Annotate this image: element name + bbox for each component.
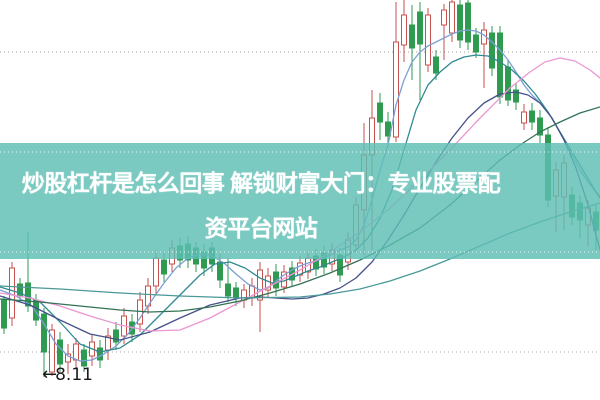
candle-up	[73, 343, 79, 361]
candle-up	[441, 9, 447, 26]
low-price-value: 8.11	[55, 365, 93, 385]
candle-down	[97, 347, 103, 361]
candle-down	[233, 287, 239, 299]
candle-down	[537, 117, 543, 136]
candle-up	[257, 269, 263, 301]
ma-line-ma20	[0, 91, 600, 341]
candle-down	[81, 349, 87, 367]
candle-down	[513, 89, 519, 103]
candle-down	[417, 11, 423, 45]
candle-down	[505, 66, 511, 101]
candle-up	[521, 111, 527, 124]
candle-down	[113, 329, 119, 343]
candle-down	[161, 259, 167, 275]
candle-down	[409, 24, 415, 49]
candle-down	[489, 32, 495, 69]
candle-down	[385, 121, 391, 137]
candle-up	[449, 1, 455, 34]
candle-up	[153, 257, 159, 287]
low-price-annotation: ←8.11	[42, 364, 93, 386]
candle-down	[41, 313, 47, 353]
left-arrow-icon: ←	[42, 364, 57, 385]
banner-overlay-rect	[0, 143, 600, 259]
candle-up	[425, 14, 431, 66]
candle-up	[65, 353, 71, 363]
candle-down	[377, 102, 383, 123]
candle-down	[529, 110, 535, 123]
candle-down	[25, 282, 31, 307]
candle-up	[49, 329, 55, 373]
candle-down	[273, 271, 279, 289]
candle-up	[393, 41, 399, 138]
candle-down	[473, 34, 479, 53]
candle-down	[457, 4, 463, 41]
ma-line-ma60	[0, 106, 600, 313]
candle-down	[225, 283, 231, 297]
candle-down	[57, 339, 63, 365]
candle-down	[1, 299, 7, 329]
candle-down	[465, 2, 471, 43]
candle-down	[497, 32, 503, 98]
candle-up	[9, 267, 15, 319]
candle-up	[401, 14, 407, 46]
candle-down	[217, 261, 223, 281]
candle-down	[433, 56, 439, 74]
